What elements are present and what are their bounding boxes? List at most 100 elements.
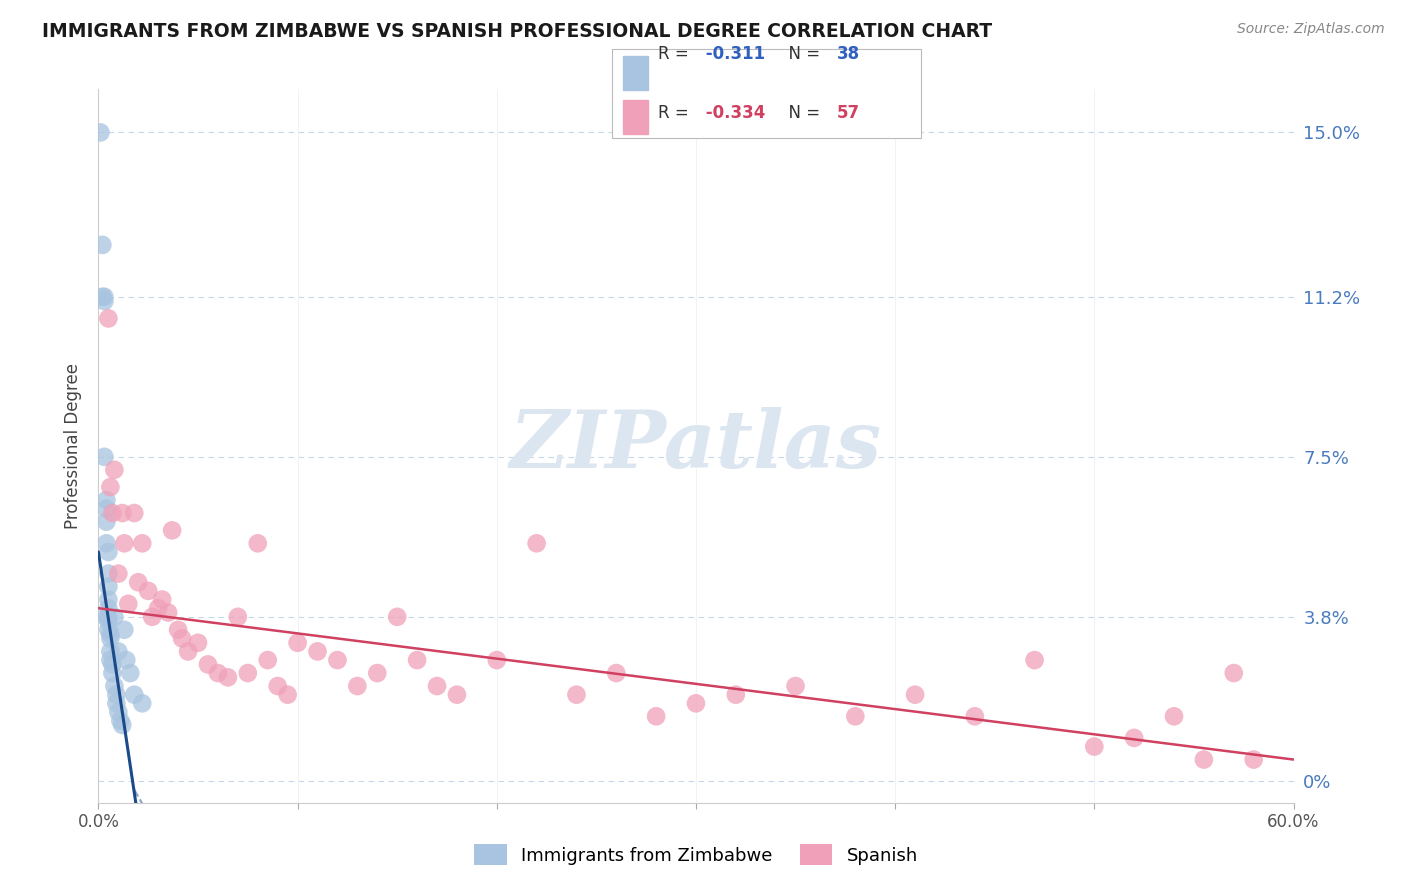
Point bbox=[96, 536, 118, 550]
Point bbox=[446, 688, 468, 702]
Point bbox=[89, 125, 111, 139]
Point bbox=[97, 566, 120, 581]
Point bbox=[485, 653, 508, 667]
Text: IMMIGRANTS FROM ZIMBABWE VS SPANISH PROFESSIONAL DEGREE CORRELATION CHART: IMMIGRANTS FROM ZIMBABWE VS SPANISH PROF… bbox=[42, 22, 993, 41]
Point bbox=[93, 294, 115, 309]
Point bbox=[97, 610, 120, 624]
Point bbox=[103, 610, 125, 624]
Point bbox=[177, 644, 200, 658]
Point bbox=[207, 666, 229, 681]
Text: ZIPatlas: ZIPatlas bbox=[510, 408, 882, 484]
Text: -0.311: -0.311 bbox=[700, 45, 765, 62]
Point bbox=[963, 709, 986, 723]
Point bbox=[157, 606, 180, 620]
Text: R =: R = bbox=[658, 45, 695, 62]
Point bbox=[645, 709, 668, 723]
Point bbox=[160, 524, 183, 538]
Point bbox=[115, 653, 138, 667]
Point bbox=[101, 506, 124, 520]
Point bbox=[217, 670, 239, 684]
Point bbox=[98, 632, 122, 646]
Point bbox=[97, 592, 120, 607]
Point bbox=[131, 536, 153, 550]
Text: 38: 38 bbox=[837, 45, 859, 62]
Point bbox=[1024, 653, 1046, 667]
Point bbox=[1123, 731, 1146, 745]
Point bbox=[904, 688, 927, 702]
Point bbox=[111, 718, 134, 732]
Point bbox=[105, 688, 128, 702]
Point bbox=[112, 536, 135, 550]
Point bbox=[93, 290, 115, 304]
Point bbox=[605, 666, 627, 681]
Point bbox=[526, 536, 548, 550]
Point bbox=[141, 610, 163, 624]
Point bbox=[197, 657, 219, 672]
Point bbox=[103, 463, 125, 477]
Point bbox=[107, 644, 129, 658]
Point bbox=[91, 290, 114, 304]
Point bbox=[107, 705, 129, 719]
Point bbox=[97, 623, 120, 637]
Point bbox=[256, 653, 278, 667]
Point bbox=[96, 493, 118, 508]
Point bbox=[98, 480, 122, 494]
Text: N =: N = bbox=[778, 104, 825, 122]
Point bbox=[131, 696, 153, 710]
Point bbox=[97, 601, 120, 615]
Y-axis label: Professional Degree: Professional Degree bbox=[65, 363, 83, 529]
Point bbox=[406, 653, 429, 667]
Point bbox=[1083, 739, 1105, 754]
Point bbox=[565, 688, 588, 702]
Point bbox=[1243, 753, 1265, 767]
Point bbox=[117, 597, 139, 611]
Point bbox=[187, 636, 209, 650]
Point bbox=[97, 614, 120, 628]
Point bbox=[98, 627, 122, 641]
Point bbox=[150, 592, 173, 607]
Point bbox=[326, 653, 349, 667]
Point bbox=[226, 610, 249, 624]
Point bbox=[1192, 753, 1215, 767]
Point bbox=[96, 515, 118, 529]
Point bbox=[124, 688, 146, 702]
Point bbox=[103, 679, 125, 693]
Text: N =: N = bbox=[778, 45, 825, 62]
Point bbox=[110, 714, 132, 728]
Point bbox=[107, 566, 129, 581]
Point bbox=[307, 644, 329, 658]
Point bbox=[111, 506, 134, 520]
Point bbox=[287, 636, 309, 650]
Point bbox=[366, 666, 388, 681]
Point bbox=[136, 583, 159, 598]
Point bbox=[148, 601, 170, 615]
Point bbox=[98, 644, 122, 658]
Point bbox=[120, 666, 142, 681]
Point bbox=[785, 679, 807, 693]
Point bbox=[685, 696, 707, 710]
Point bbox=[101, 657, 124, 672]
Point bbox=[167, 623, 190, 637]
Point bbox=[127, 575, 149, 590]
Point bbox=[105, 696, 128, 710]
Point bbox=[124, 506, 146, 520]
Point bbox=[97, 545, 120, 559]
Point bbox=[97, 580, 120, 594]
Point bbox=[426, 679, 449, 693]
Point bbox=[93, 450, 115, 464]
Legend: Immigrants from Zimbabwe, Spanish: Immigrants from Zimbabwe, Spanish bbox=[467, 837, 925, 872]
Text: Source: ZipAtlas.com: Source: ZipAtlas.com bbox=[1237, 22, 1385, 37]
Point bbox=[844, 709, 866, 723]
Point bbox=[724, 688, 747, 702]
Point bbox=[385, 610, 409, 624]
Point bbox=[267, 679, 290, 693]
Point bbox=[277, 688, 299, 702]
Point bbox=[97, 311, 120, 326]
Point bbox=[1223, 666, 1246, 681]
Point bbox=[101, 666, 124, 681]
Point bbox=[246, 536, 269, 550]
Point bbox=[346, 679, 368, 693]
Point bbox=[91, 238, 114, 252]
Text: R =: R = bbox=[658, 104, 695, 122]
Point bbox=[236, 666, 259, 681]
